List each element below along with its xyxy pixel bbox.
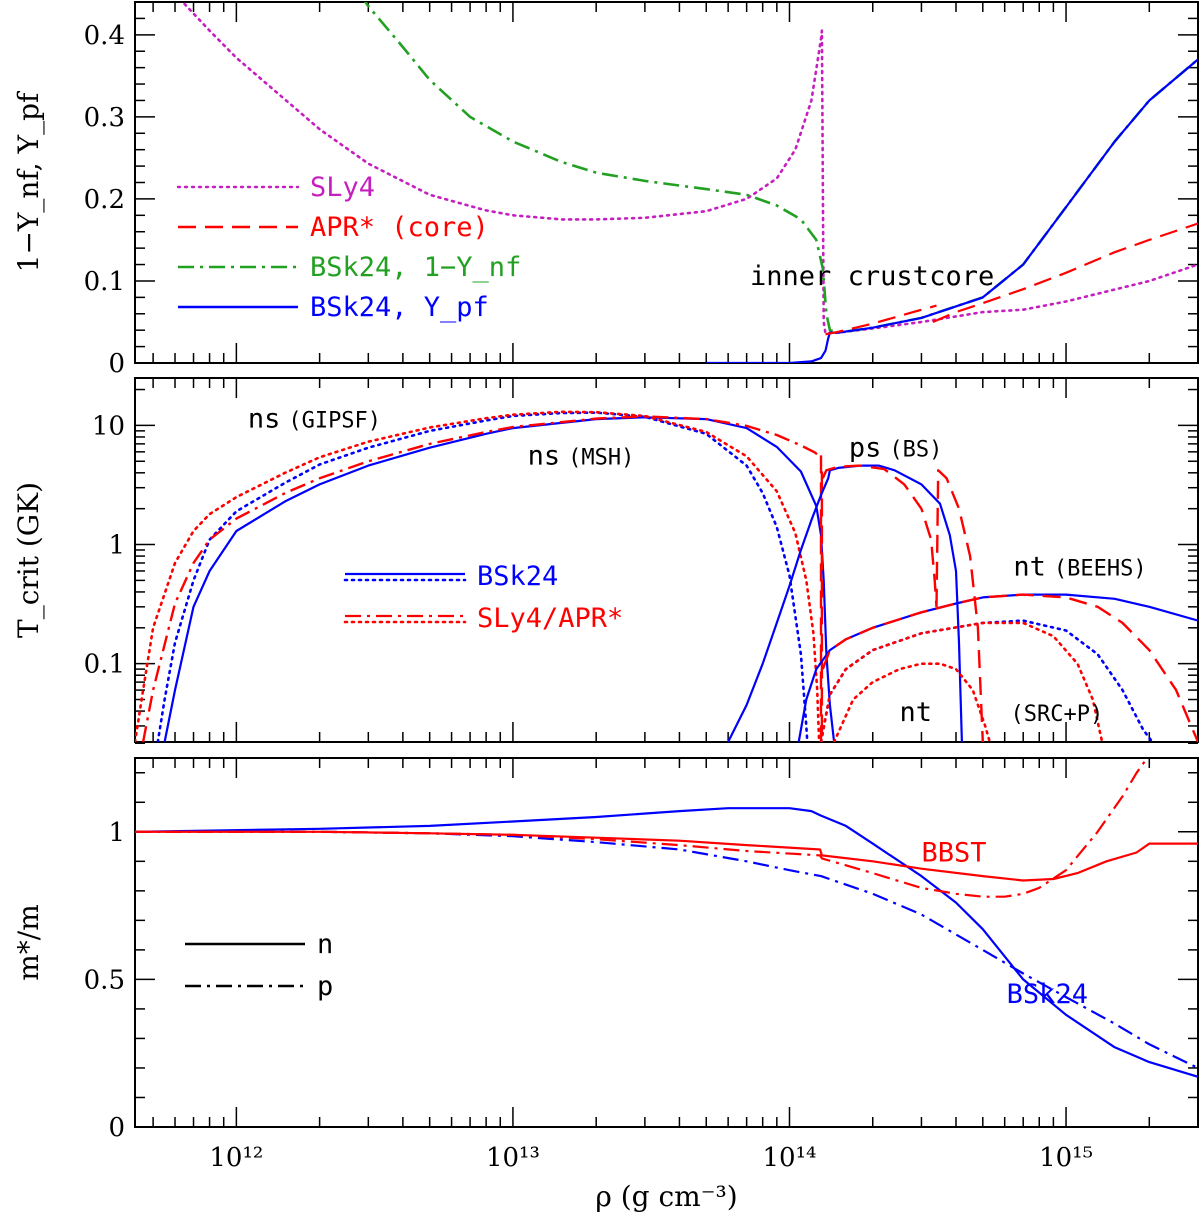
legend-label: BSk24, Y_pf [310, 292, 489, 323]
series-group [135, 410, 1198, 742]
series-group [180, 2, 1198, 363]
x-tick-label: 10¹⁴ [763, 1143, 817, 1173]
series-line [821, 464, 938, 607]
annotation-ns-gipsf: ns (GIPSF) [248, 404, 381, 435]
x-tick-label: 10¹³ [486, 1143, 540, 1173]
series-line [819, 455, 824, 742]
x-ticks [152, 2, 1199, 363]
annotation-inner-crust: inner crust [750, 261, 929, 292]
series-line [141, 415, 821, 742]
legend-label: p [317, 971, 333, 1002]
annotation-src-p: (SRC+P) [1011, 702, 1104, 727]
series-line [180, 2, 1198, 335]
x-tick-label: 10¹⁵ [1039, 1143, 1093, 1173]
y-axis-title: T_crit (GK) [12, 482, 45, 638]
x-ticks [152, 758, 1199, 1127]
y-tick-label: 1 [108, 818, 125, 848]
annotation-bsk24-m: BSk24 [1007, 979, 1088, 1010]
x-ticks [152, 378, 1199, 742]
series-line [832, 662, 992, 742]
panel-tcrit: 0.1 1 10 T_crit (GK) ns (GIPSF) ns (MSH) ps (BS) n… [12, 377, 1199, 743]
annotation-nt-src: nt [900, 697, 933, 728]
series-line [135, 830, 1198, 1069]
series-group [135, 758, 1198, 1078]
legend-label: n [317, 929, 333, 960]
x-tick-labels: 10¹² 10¹³ 10¹⁴ 10¹⁵ [209, 1143, 1093, 1173]
y-tick-label: 0.1 [84, 650, 125, 680]
y-ticks [135, 1, 1198, 364]
series-line [935, 469, 984, 742]
series-line [135, 830, 1198, 882]
series-line [363, 2, 1198, 334]
panel-effmass: 0 0.5 1 m*/m BBST BSk24 np [12, 742, 1199, 1143]
plot-frame [134, 377, 1199, 743]
y-tick-label: 0 [108, 1113, 125, 1143]
y-tick-label: 0.5 [84, 965, 125, 995]
series-line [825, 304, 937, 336]
series-line [135, 758, 1149, 898]
series-line [135, 807, 1198, 1078]
legend-label: APR* (core) [310, 212, 489, 243]
series-line [932, 222, 1198, 324]
legend-label: BSk24, 1−Y_nf [310, 252, 521, 283]
y-tick-label: 1 [108, 531, 125, 561]
y-tick-label: 0.1 [84, 267, 125, 297]
y-ticks [135, 388, 1198, 727]
annotation-bbst: BBST [921, 837, 986, 868]
annotation-ps-bs: ps (BS) [849, 432, 943, 463]
y-tick-label: 0.2 [84, 185, 125, 215]
y-tick-label: 0 [108, 349, 125, 379]
x-axis-title: ρ (g cm⁻³) [595, 1180, 737, 1213]
legend-label: SLy4 [310, 172, 375, 203]
y-axis-title: 1−Y_nf, Y_pf [12, 90, 45, 272]
y-tick-label: 0.4 [84, 21, 125, 51]
series-line [821, 593, 1198, 742]
legend: np [185, 929, 333, 1002]
annotation-nt-beehs: nt (BEEHS) [1013, 551, 1146, 582]
legend-label: BSk24 [477, 561, 558, 592]
y-ticks [135, 742, 1198, 1128]
annotation-core: core [929, 261, 994, 292]
series-line [706, 58, 1198, 363]
y-tick-label: 10 [92, 411, 125, 441]
annotation-ns-msh: ns (MSH) [528, 440, 635, 471]
legend: BSk24 SLy4/APR* [343, 561, 623, 634]
series-line [135, 410, 821, 742]
y-tick-label: 0.3 [84, 103, 125, 133]
y-axis-title: m*/m [12, 904, 45, 981]
series-line [819, 621, 1104, 742]
plot-frame [134, 757, 1199, 1128]
x-tick-label: 10¹² [209, 1143, 263, 1173]
series-line [156, 411, 809, 742]
legend-label: SLy4/APR* [477, 603, 623, 634]
legend: SLy4 APR* (core) BSk24, 1−Y_nf BSk24, Y_pf [176, 172, 521, 323]
